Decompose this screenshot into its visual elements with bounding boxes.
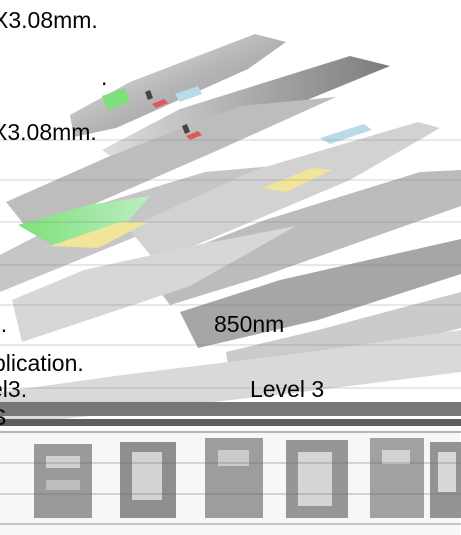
streak-7 bbox=[12, 226, 296, 342]
text-line-7: el3. bbox=[0, 376, 28, 402]
watermark-letter-F bbox=[34, 444, 92, 518]
watermark-letter-A bbox=[370, 438, 424, 518]
text-line-3: X3.08mm. bbox=[0, 119, 97, 145]
watermark-letter-N bbox=[205, 438, 263, 518]
yellow-streak-2 bbox=[262, 168, 332, 192]
text-line-4: n. bbox=[0, 311, 8, 337]
streak-4 bbox=[0, 166, 274, 292]
watermark-letter-D bbox=[286, 440, 348, 518]
green-streak-1 bbox=[18, 196, 150, 246]
green-streak-2 bbox=[102, 88, 130, 110]
streak-5 bbox=[128, 122, 440, 262]
watermark-letters bbox=[0, 430, 461, 535]
text-line-1: X3.08mm. bbox=[0, 7, 98, 33]
text-line-9: S bbox=[0, 403, 6, 431]
watermark-letter-U bbox=[120, 442, 176, 518]
text-line-2: . bbox=[101, 64, 108, 90]
streak-9 bbox=[226, 292, 461, 380]
blue-streak-2 bbox=[320, 124, 372, 144]
blue-streak-1 bbox=[175, 86, 202, 102]
watermark-letter-R bbox=[430, 442, 461, 518]
dark-band bbox=[0, 402, 461, 416]
streak-3 bbox=[6, 97, 336, 232]
yellow-streak-1 bbox=[50, 222, 148, 248]
streak-10 bbox=[0, 330, 461, 426]
black-streak-1 bbox=[145, 90, 153, 100]
streak-1 bbox=[70, 34, 286, 137]
dark-band-2 bbox=[0, 419, 461, 426]
red-streak-2 bbox=[186, 131, 202, 140]
text-line-6: plication. bbox=[0, 350, 84, 376]
watermark-scanlines bbox=[0, 431, 461, 525]
watermark-letter-bar-1 bbox=[0, 430, 460, 535]
text-line-5: 850nm bbox=[214, 311, 285, 337]
text-line-8: Level 3 bbox=[250, 376, 325, 402]
streak-6 bbox=[142, 170, 461, 305]
streak-2 bbox=[102, 56, 390, 170]
streak-8 bbox=[180, 239, 461, 348]
streak-pattern bbox=[0, 34, 461, 426]
fine-scanlines bbox=[0, 139, 461, 389]
red-streak-1 bbox=[152, 99, 168, 108]
black-streak-2 bbox=[182, 124, 190, 134]
